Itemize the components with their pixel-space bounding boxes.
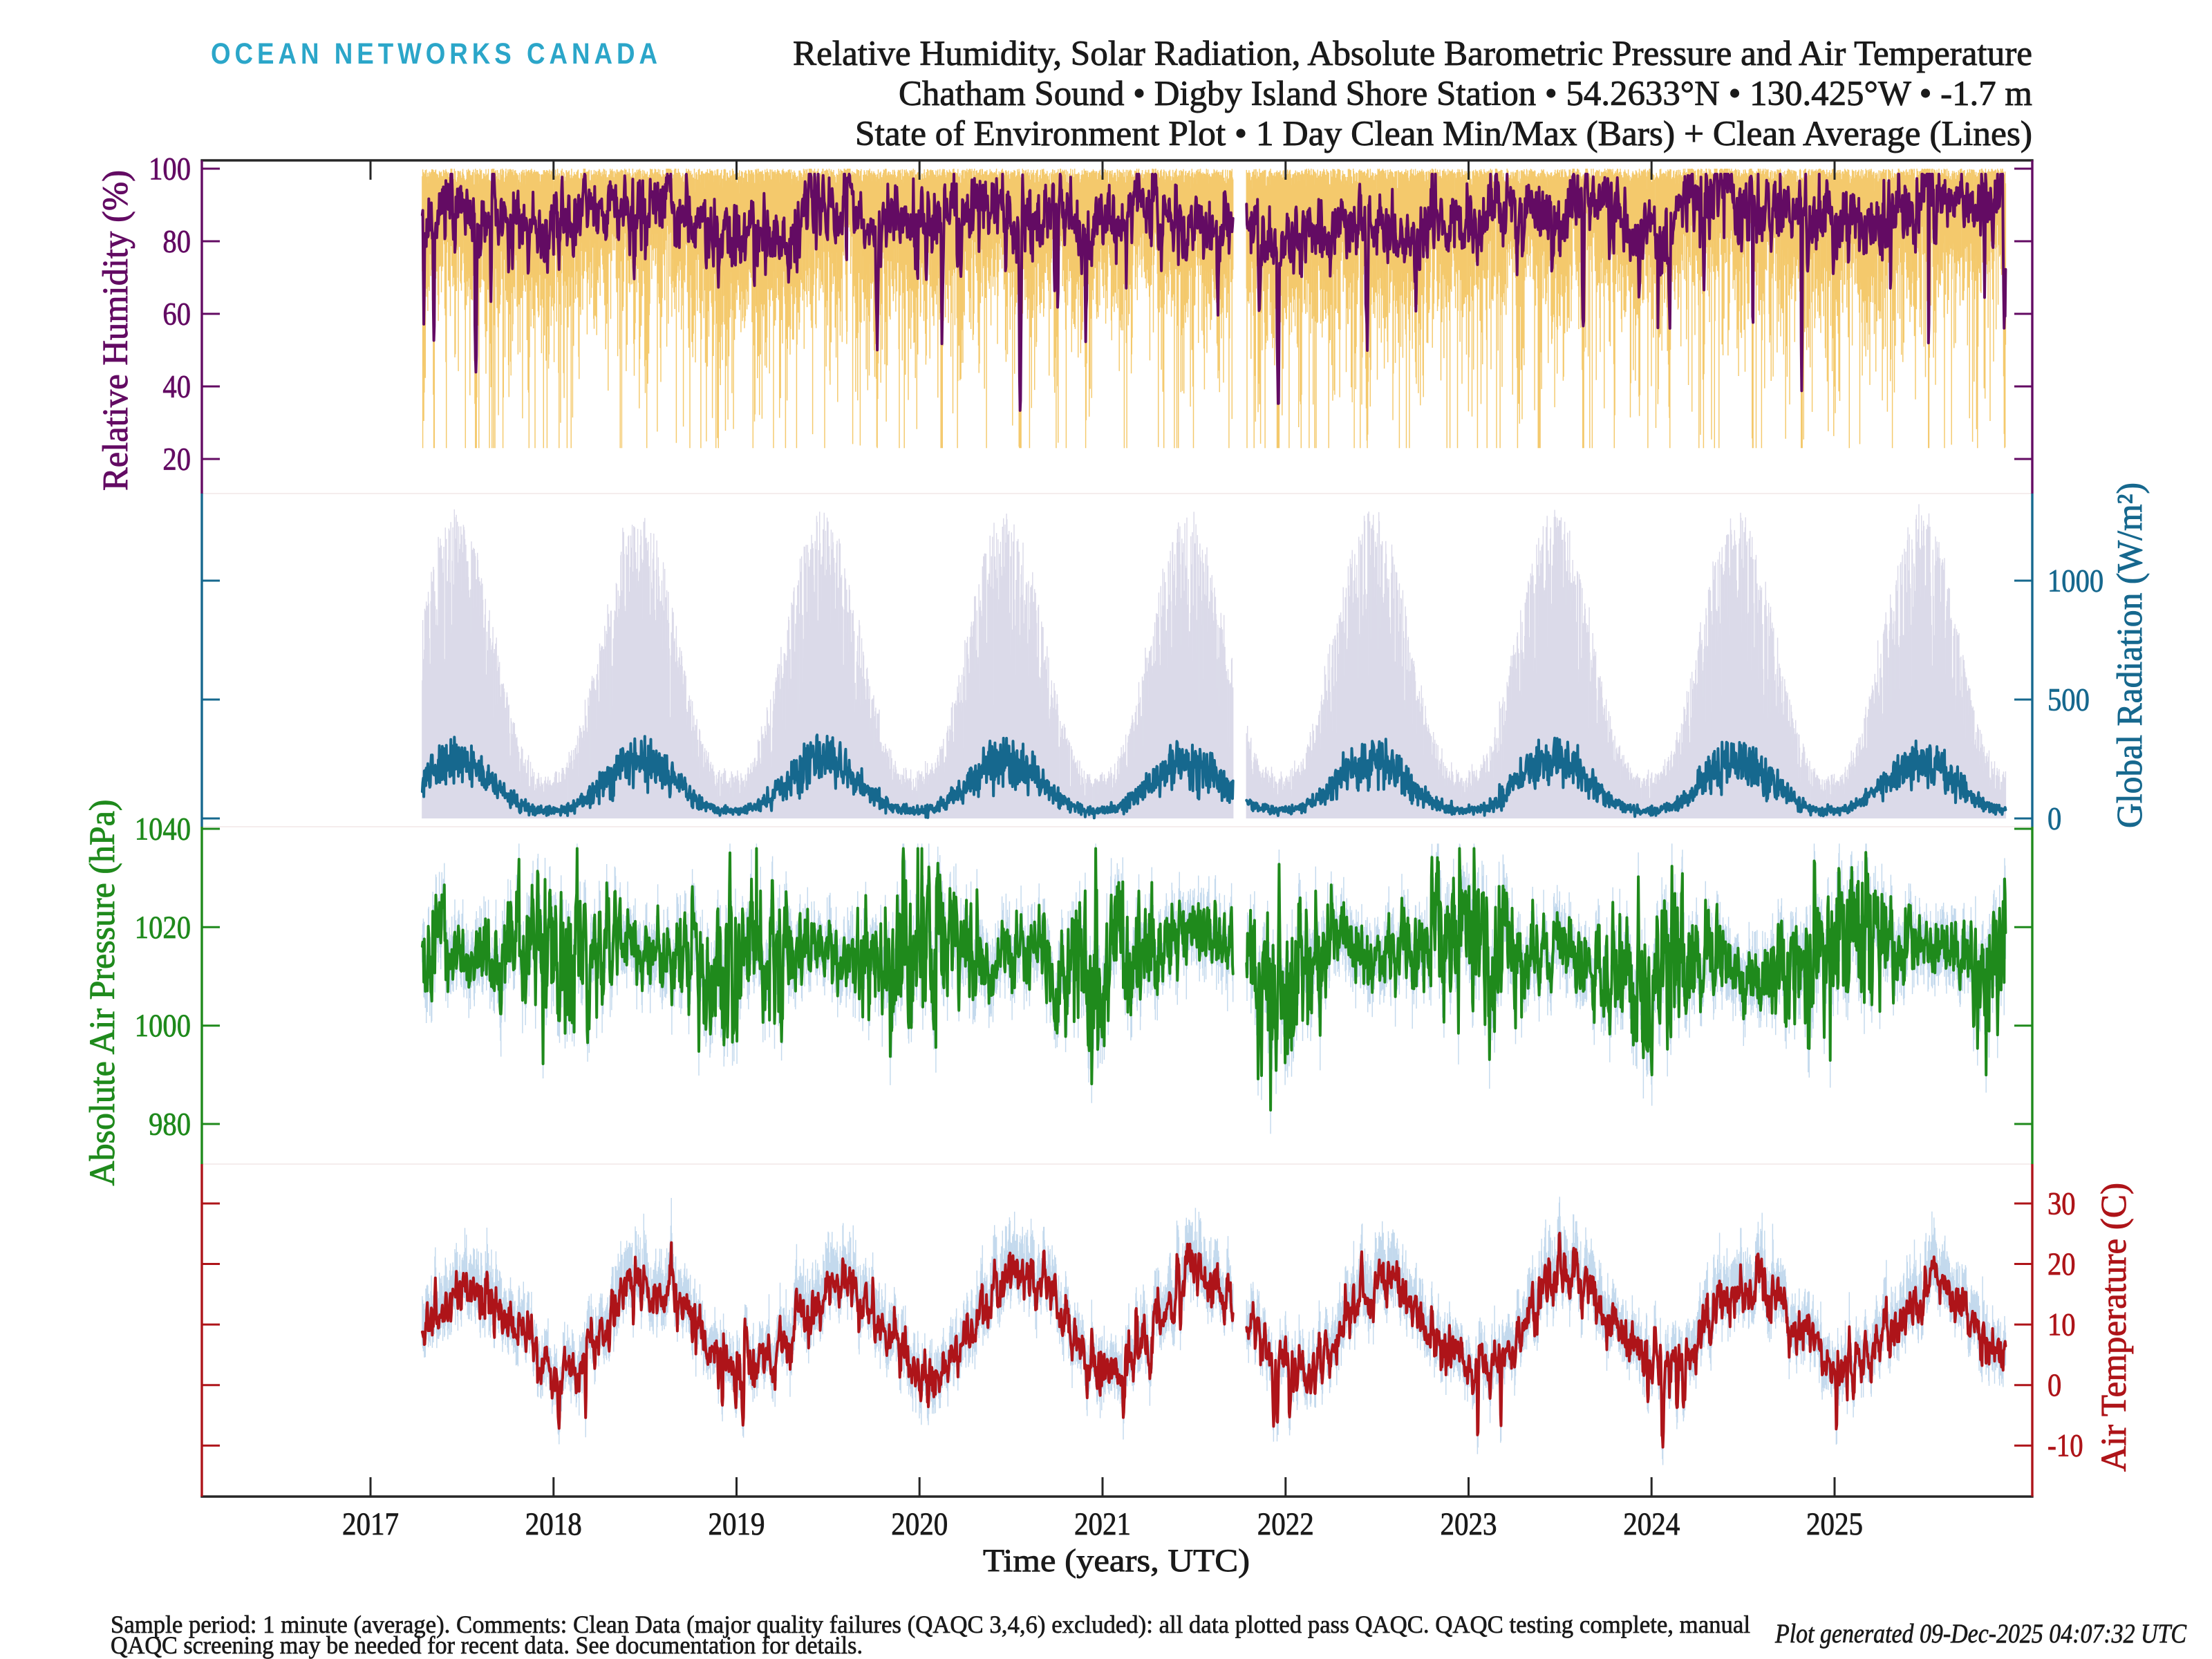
- svg-text:Global Radiation (W/m²): Global Radiation (W/m²): [2110, 482, 2150, 828]
- svg-text:0: 0: [2047, 801, 2061, 837]
- svg-text:Air Temperature (C): Air Temperature (C): [2094, 1183, 2134, 1472]
- svg-text:Time (years, UTC): Time (years, UTC): [983, 1543, 1250, 1579]
- svg-text:1000: 1000: [2047, 563, 2103, 599]
- svg-text:30: 30: [2047, 1186, 2076, 1222]
- svg-text:980: 980: [149, 1107, 191, 1143]
- svg-text:QAQC screening may be needed f: QAQC screening may be needed for recent …: [111, 1631, 863, 1659]
- svg-text:1020: 1020: [135, 910, 191, 946]
- svg-text:Sample period: 1 minute (avera: Sample period: 1 minute (average). Comme…: [111, 1611, 1750, 1638]
- svg-text:2022: 2022: [1257, 1506, 1314, 1542]
- svg-text:Absolute Air Pressure (hPa): Absolute Air Pressure (hPa): [83, 800, 122, 1186]
- svg-text:40: 40: [162, 369, 191, 405]
- svg-text:Relative Humidity, Solar Radia: Relative Humidity, Solar Radiation, Abso…: [793, 35, 2032, 73]
- svg-text:OCEAN NETWORKS CANADA: OCEAN NETWORKS CANADA: [211, 37, 662, 71]
- svg-text:-10: -10: [2047, 1428, 2083, 1464]
- svg-text:2019: 2019: [709, 1506, 765, 1542]
- svg-text:Chatham Sound • Digby Island S: Chatham Sound • Digby Island Shore Stati…: [899, 75, 2032, 113]
- svg-text:2018: 2018: [525, 1506, 582, 1542]
- svg-text:10: 10: [2047, 1307, 2076, 1343]
- svg-text:60: 60: [162, 297, 191, 332]
- svg-text:State of Environment Plot • 1: State of Environment Plot • 1 Day Clean …: [855, 115, 2032, 153]
- svg-text:Plot generated 09-Dec-2025 04:: Plot generated 09-Dec-2025 04:07:32 UTC: [1774, 1619, 2187, 1649]
- svg-text:500: 500: [2047, 682, 2090, 718]
- svg-text:20: 20: [162, 442, 191, 478]
- svg-text:2021: 2021: [1074, 1506, 1131, 1542]
- svg-text:80: 80: [162, 224, 191, 260]
- svg-text:0: 0: [2047, 1367, 2061, 1403]
- svg-text:2023: 2023: [1441, 1506, 1497, 1542]
- svg-text:100: 100: [149, 151, 191, 187]
- svg-text:2025: 2025: [1806, 1506, 1863, 1542]
- svg-text:2017: 2017: [342, 1506, 399, 1542]
- svg-text:2020: 2020: [891, 1506, 948, 1542]
- svg-text:20: 20: [2047, 1246, 2076, 1282]
- svg-text:1040: 1040: [135, 812, 191, 847]
- svg-text:Relative Humidity (%): Relative Humidity (%): [96, 170, 135, 491]
- svg-text:1000: 1000: [135, 1008, 191, 1044]
- svg-text:2024: 2024: [1623, 1506, 1680, 1542]
